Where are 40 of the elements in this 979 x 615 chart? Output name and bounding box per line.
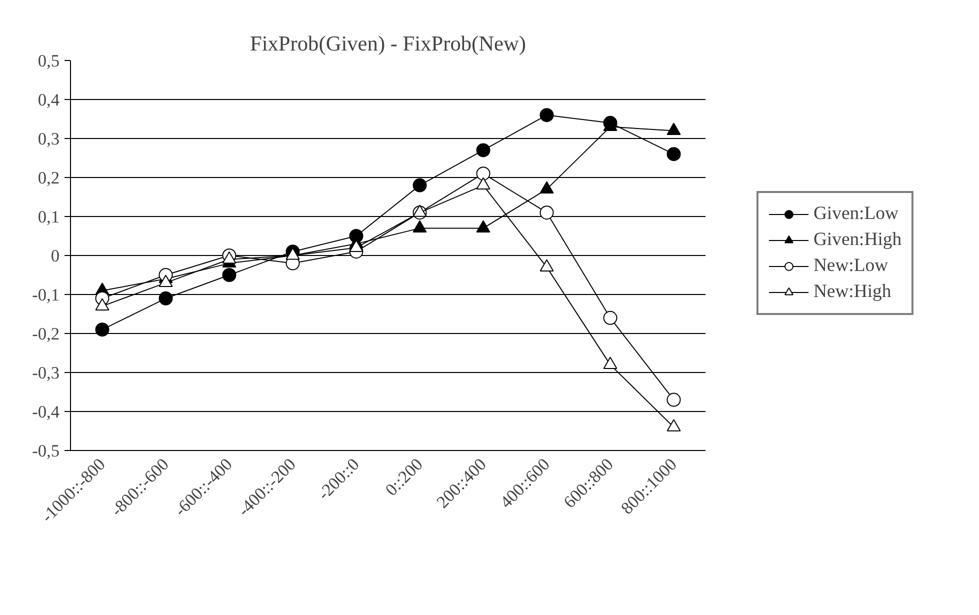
point <box>666 392 681 407</box>
point <box>412 204 427 217</box>
point <box>666 122 681 135</box>
point <box>222 268 236 282</box>
point <box>540 108 554 122</box>
y-tick-label: 0,5 <box>38 52 60 70</box>
point <box>603 310 618 325</box>
point <box>158 291 173 306</box>
point <box>540 181 554 194</box>
y-tick-label: -0,2 <box>32 324 60 344</box>
y-tick-label: -0,3 <box>32 364 60 382</box>
point <box>476 220 490 232</box>
point <box>476 177 490 190</box>
legend-label: Given:Low <box>813 202 898 224</box>
point <box>95 298 110 310</box>
point <box>666 419 681 432</box>
point <box>222 251 236 264</box>
point <box>412 220 427 232</box>
y-tick-label: 0 <box>50 246 60 266</box>
y-tick-label: 0,4 <box>38 90 60 110</box>
point <box>540 259 554 272</box>
point <box>349 240 364 252</box>
y-tick-label: 0,1 <box>38 208 60 226</box>
chart-title: FixProb(Given) - FixProb(New) <box>250 32 526 56</box>
y-tick-label: -0,4 <box>32 402 60 422</box>
point <box>476 166 490 181</box>
point <box>540 206 554 220</box>
legend-label: New:Low <box>813 254 888 276</box>
point <box>95 322 110 337</box>
y-tick-label: 0,3 <box>38 130 60 148</box>
point <box>666 147 681 162</box>
point <box>412 178 427 192</box>
legend-label: New:High <box>813 280 892 302</box>
y-tick-label: 0,2 <box>38 168 60 188</box>
point <box>603 356 618 369</box>
y-tick-label: -0,1 <box>32 286 60 304</box>
legend-label: Given:High <box>813 228 902 250</box>
y-tick-label: -0,5 <box>32 442 60 460</box>
point <box>476 143 490 158</box>
point <box>158 274 173 288</box>
